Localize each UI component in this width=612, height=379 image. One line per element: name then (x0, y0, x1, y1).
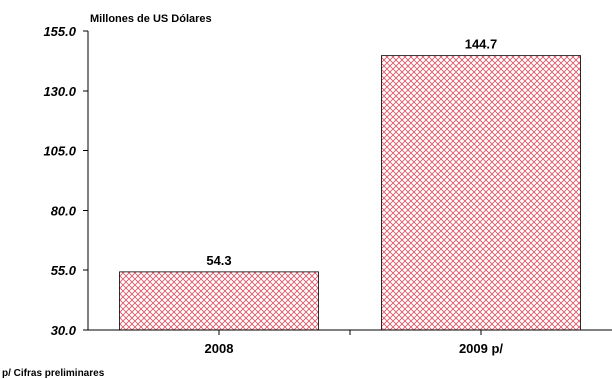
y-tick-label: 130.0 (43, 84, 76, 99)
bar (381, 55, 581, 331)
value-labels: 54.3 144.7 (206, 37, 497, 268)
x-axis-labels: 2008 2009 p/ (205, 330, 503, 356)
y-axis-ticks: 30.0 55.0 80.0 105.0 130.0 155.0 (43, 24, 88, 338)
bar-value-label: 144.7 (465, 37, 498, 52)
bar (119, 271, 319, 331)
bars (119, 55, 581, 331)
y-tick-label: 155.0 (43, 24, 76, 39)
y-tick-label: 105.0 (43, 144, 76, 159)
y-axis-unit-label: Millones de US Dólares (90, 13, 212, 25)
y-tick-label: 30.0 (51, 323, 77, 338)
y-tick-label: 80.0 (51, 203, 77, 218)
y-tick-label: 55.0 (51, 263, 77, 278)
bar-value-label: 54.3 (206, 253, 231, 268)
x-category-label: 2008 (205, 341, 234, 356)
footnote: p/ Cifras preliminares (2, 368, 105, 379)
x-category-label: 2009 p/ (459, 341, 503, 356)
